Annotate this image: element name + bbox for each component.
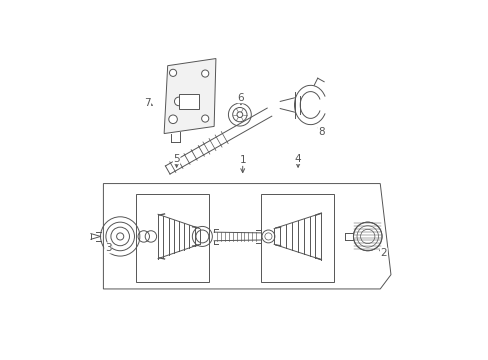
Text: 6: 6 [237,93,244,103]
Text: 3: 3 [104,243,111,253]
Polygon shape [164,59,216,134]
Bar [135,194,208,282]
Circle shape [168,115,177,123]
Circle shape [174,97,183,106]
Text: 8: 8 [317,127,324,137]
Circle shape [201,115,208,122]
Circle shape [169,69,176,76]
Text: 7: 7 [144,98,150,108]
Text: 1: 1 [239,156,245,165]
Bar [260,194,333,282]
Circle shape [201,70,208,77]
Text: 2: 2 [380,248,386,258]
Text: 4: 4 [294,154,301,163]
Text: 5: 5 [173,154,180,163]
Bar [179,94,199,109]
